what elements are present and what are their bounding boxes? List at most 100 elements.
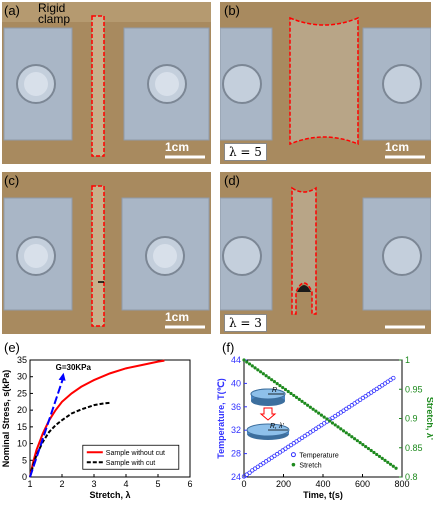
stretch-point bbox=[242, 358, 246, 362]
stretch-point bbox=[336, 425, 340, 429]
temperature-point bbox=[391, 375, 396, 381]
panel-label-d: (d) bbox=[224, 173, 240, 188]
y2-tick-label-f: 0.95 bbox=[405, 384, 423, 394]
scale-label-a: 1cm bbox=[165, 140, 190, 154]
stretch-point bbox=[330, 421, 335, 425]
x-tick-label-f: 0 bbox=[241, 479, 246, 489]
stretch-point bbox=[250, 364, 254, 368]
photo-c-drawing bbox=[2, 172, 211, 334]
stretch-point bbox=[253, 366, 257, 370]
stretch-point bbox=[380, 456, 384, 460]
stretch-point bbox=[364, 444, 368, 449]
y2-axis-label-f: Stretch, λ' bbox=[425, 397, 433, 440]
stretch-point bbox=[261, 372, 265, 376]
stretch-point bbox=[386, 460, 390, 464]
stretch-point bbox=[245, 360, 249, 364]
photo-d-drawing bbox=[220, 172, 431, 334]
series-line-e bbox=[29, 401, 111, 478]
scale-label-c: 1cm bbox=[165, 310, 190, 324]
stretch-point bbox=[272, 380, 277, 384]
stretch-point bbox=[328, 419, 332, 423]
stretch-point bbox=[377, 454, 382, 459]
stretch-point bbox=[358, 441, 362, 445]
y-tick-label-f: 32 bbox=[231, 425, 241, 435]
y-tick-label-f: 24 bbox=[231, 472, 241, 482]
series-line-e bbox=[29, 376, 65, 478]
inset-arrow bbox=[259, 407, 277, 421]
stretch-point bbox=[322, 415, 326, 419]
series-line-e bbox=[29, 359, 165, 478]
photo-a-drawing bbox=[2, 2, 211, 164]
inset-label-r: R bbox=[272, 387, 277, 394]
inset-label-r-lambda: R, λ' bbox=[270, 423, 284, 430]
legend-marker-temperature bbox=[290, 452, 296, 458]
stretch-point bbox=[372, 450, 376, 455]
x-tick-label-e: 5 bbox=[155, 479, 160, 489]
chart-e-svg: 1 2 3 4 5 6 0 5 10 15 20 25 30 35 Stretch, λ Nominal St… bbox=[1, 355, 193, 500]
stretch-point bbox=[283, 387, 288, 392]
stretch-point bbox=[319, 413, 324, 417]
x-tick-label-f: 800 bbox=[394, 479, 409, 489]
stretch-point bbox=[247, 362, 252, 366]
stretch-point bbox=[314, 409, 318, 413]
y-tick-label-e: 5 bbox=[22, 455, 27, 465]
chart-f-svg: 0 200 400 600 800 24 28 32 36 40 44 0.8 0.85 0.9 0.95 1… bbox=[216, 355, 433, 500]
stretch-point bbox=[286, 389, 290, 394]
x-tick-label-e: 4 bbox=[123, 479, 128, 489]
stretch-point bbox=[369, 448, 373, 453]
photo-panel-a bbox=[2, 2, 211, 164]
panel-label-c: (c) bbox=[4, 173, 20, 188]
g-annotation: G=30KPa bbox=[56, 363, 92, 372]
stretch-point bbox=[258, 370, 263, 374]
stretch-point bbox=[275, 382, 279, 386]
stretch-point bbox=[278, 383, 282, 388]
stretch-point bbox=[383, 458, 387, 462]
stretch-point bbox=[256, 368, 260, 372]
stretch-point bbox=[317, 411, 321, 415]
photo-b-drawing bbox=[220, 2, 431, 164]
stretch-point bbox=[391, 464, 395, 468]
legend-label-temperature: Temperature bbox=[299, 453, 338, 460]
y-tick-label-e: 30 bbox=[17, 372, 27, 382]
stretch-point bbox=[325, 417, 329, 421]
panel-label-b: (b) bbox=[224, 3, 240, 18]
y-tick-label-e: 10 bbox=[17, 439, 27, 449]
temperature-point bbox=[247, 470, 252, 475]
y-tick-label-f: 36 bbox=[231, 402, 241, 412]
panel-label-e: (e) bbox=[4, 340, 20, 355]
photo-panel-c bbox=[2, 172, 211, 334]
x-axis-label-e: Stretch, λ bbox=[89, 490, 130, 500]
y-tick-label-e: 25 bbox=[17, 388, 27, 398]
stretch-point bbox=[297, 397, 301, 401]
stretch-point bbox=[366, 446, 371, 451]
panel-label-f: (f) bbox=[222, 340, 235, 355]
stretch-point bbox=[270, 378, 274, 382]
stretch-point bbox=[339, 427, 343, 431]
x-tick-label-e: 3 bbox=[91, 479, 96, 489]
stretch-point bbox=[350, 435, 354, 439]
legend-label-stretch: Stretch bbox=[299, 463, 321, 470]
stretch-point bbox=[394, 466, 398, 470]
stretch-point bbox=[341, 429, 346, 433]
y2-tick-label-f: 0.9 bbox=[405, 414, 418, 424]
x-tick-label-f: 600 bbox=[355, 479, 370, 489]
stretch-point bbox=[353, 437, 357, 441]
legend-label-with-cut: Sample with cut bbox=[106, 460, 155, 467]
y-tick-label-e: 35 bbox=[17, 355, 27, 365]
stretch-point bbox=[289, 391, 293, 396]
stretch-point bbox=[305, 403, 310, 407]
y2-tick-label-f: 0.8 bbox=[405, 472, 418, 482]
x-tick-label-f: 400 bbox=[315, 479, 330, 489]
panel-label-a: (a) bbox=[4, 3, 20, 18]
legend-box-e bbox=[82, 444, 180, 470]
g-arrow-head bbox=[58, 372, 66, 381]
y2-tick-label-f: 1 bbox=[405, 355, 410, 365]
y-tick-label-f: 40 bbox=[231, 378, 241, 388]
y-tick-label-f: 28 bbox=[231, 449, 241, 459]
y-tick-label-e: 15 bbox=[17, 422, 27, 432]
rigid-clamp-label: Rigid clamp bbox=[38, 1, 71, 26]
stretch-point bbox=[308, 405, 312, 409]
x-tick-label-f: 200 bbox=[276, 479, 291, 489]
legend-marker-stretch bbox=[291, 462, 296, 467]
stretch-point bbox=[333, 423, 337, 427]
